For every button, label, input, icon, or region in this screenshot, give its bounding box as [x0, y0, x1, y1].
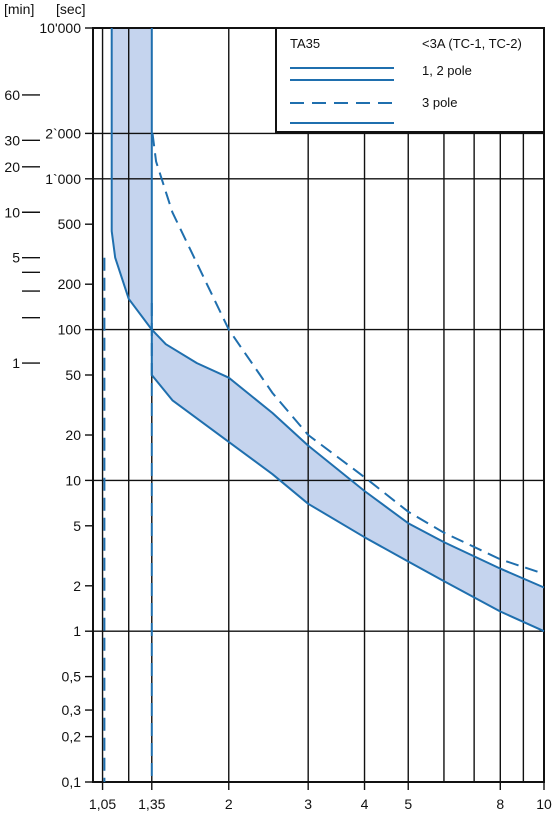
x-tick-label: 1,35	[138, 796, 165, 812]
y-tick-label: 10'000	[39, 20, 81, 36]
y-tick-label: 100	[58, 322, 82, 338]
legend-entry-dashed: 3 pole	[422, 95, 457, 110]
y-tick-label: 0,1	[62, 774, 82, 790]
trip-curve-1	[110, 28, 545, 589]
y-tick-label: 1	[73, 623, 81, 639]
legend-entry-solid: 1, 2 pole	[422, 63, 472, 78]
y-tick-label: 50	[65, 367, 81, 383]
x-tick-label: 5	[404, 796, 412, 812]
y-tick-label: 200	[58, 276, 82, 292]
plot-frame	[92, 27, 545, 783]
minute-tick-label: 30	[4, 132, 20, 148]
y-tick-label: 500	[58, 216, 82, 232]
curves-layer	[103, 28, 545, 782]
y-tick-label: 10	[65, 472, 81, 488]
y-tick-label: 0,3	[62, 702, 82, 718]
legend-title: TA35	[290, 36, 320, 51]
y-tick-label: 2	[73, 578, 81, 594]
y-label-min: [min]	[4, 1, 34, 17]
minute-tick-label: 10	[4, 204, 20, 220]
y-tick-label: 0,2	[62, 729, 82, 745]
y-tick-label: 20	[65, 427, 81, 443]
x-tick-label: 2	[225, 796, 233, 812]
minute-tick-label: 5	[12, 250, 20, 266]
x-tick-label: 10	[536, 796, 552, 812]
y-tick-label: 2`000	[45, 125, 81, 141]
x-tick-label: 1,05	[89, 796, 116, 812]
y-tick-label: 0,5	[62, 669, 82, 685]
x-tick-label: 3	[304, 796, 312, 812]
grid-layer	[92, 27, 545, 783]
y-label-sec: [sec]	[56, 1, 86, 17]
trip-curve-3	[151, 133, 545, 575]
trip-curve-2	[150, 28, 545, 633]
legend-current-note: <3A (TC-1, TC-2)	[422, 36, 522, 51]
y-tick-label: 5	[73, 518, 81, 534]
minute-tick-label: 20	[4, 159, 20, 175]
minute-tick-label: 1	[12, 355, 20, 371]
axes-layer: 10'000 2`000 1`000 500 200 100 50 20 10 5 2 1 0,5 0,3…	[4, 20, 552, 812]
x-tick-label: 8	[496, 796, 504, 812]
minute-tick-label: 60	[4, 87, 20, 103]
x-tick-label: 4	[361, 796, 369, 812]
legend: TA35 <3A (TC-1, TC-2) 1, 2 pole 3 pole	[275, 27, 545, 133]
y-tick-label: 1`000	[45, 171, 81, 187]
